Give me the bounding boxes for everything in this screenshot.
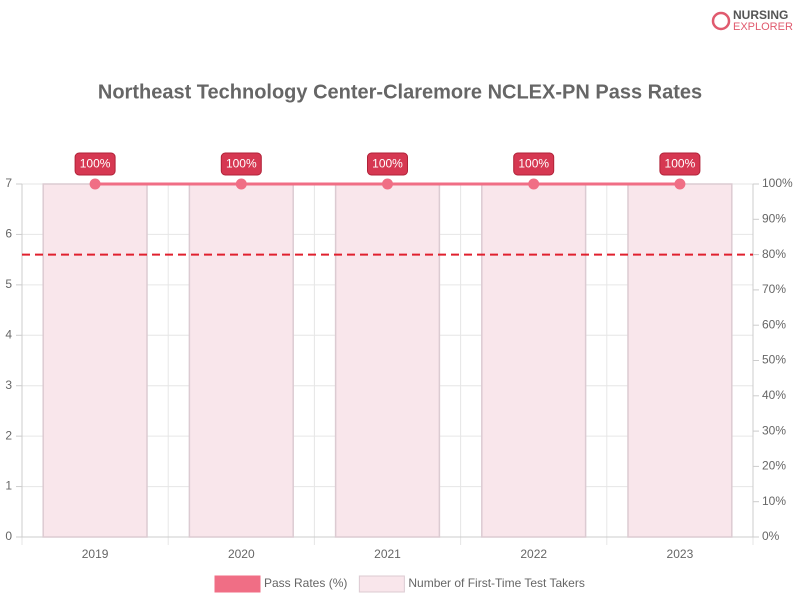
y2-tick-label: 80% [762, 247, 786, 261]
y2-tick-label: 70% [762, 282, 786, 296]
label-box [513, 152, 555, 176]
y2-tick-label: 10% [762, 494, 786, 508]
y-tick-label: 4 [5, 327, 12, 341]
label-box [659, 152, 701, 176]
bar [42, 183, 148, 538]
y-tick-label: 0 [5, 529, 12, 543]
y2-tick-label: 0% [762, 529, 780, 543]
point [235, 178, 247, 190]
point [89, 178, 101, 190]
bar [334, 183, 441, 538]
logo-icon [711, 11, 731, 31]
y2-tick-label: 40% [762, 388, 786, 402]
y-tick-label: 6 [5, 227, 12, 241]
y2-tick-label: 100% [762, 176, 793, 190]
y-tick-label: 7 [5, 176, 12, 190]
label-box [220, 152, 262, 176]
legend-swatch [358, 575, 405, 593]
bar [481, 183, 587, 538]
y2-tick-label: 20% [762, 459, 786, 473]
legend-swatch [214, 575, 261, 593]
y2-tick-label: 60% [762, 317, 786, 331]
value-label: 100% [665, 157, 696, 171]
y2-tick-label: 90% [762, 211, 786, 225]
logo-text: NURSING [733, 8, 788, 22]
y2-tick-label: 50% [762, 353, 786, 367]
bar [627, 183, 733, 538]
x-tick-label: 2019 [82, 547, 109, 561]
y-tick-label: 5 [5, 277, 12, 291]
x-tick-label: 2023 [667, 547, 694, 561]
logo-text: EXPLORER [733, 21, 793, 33]
label-box [367, 152, 408, 176]
legend-label: Pass Rates (%) [264, 576, 347, 590]
point [382, 178, 393, 190]
value-label: 100% [372, 157, 403, 171]
point [674, 178, 686, 190]
chart-title: Northeast Technology Center-Claremore NC… [98, 81, 702, 103]
value-label: 100% [518, 157, 549, 171]
bar [188, 183, 294, 538]
point [528, 178, 540, 190]
legend-label: Number of First-Time Test Takers [408, 576, 584, 590]
x-tick-label: 2021 [374, 547, 401, 561]
value-label: 100% [226, 157, 257, 171]
x-tick-label: 2022 [520, 547, 547, 561]
y-tick-label: 1 [5, 479, 12, 493]
y-tick-label: 2 [5, 428, 12, 442]
label-box [74, 152, 116, 176]
x-tick-label: 2020 [228, 547, 255, 561]
value-label: 100% [80, 157, 111, 171]
y-tick-label: 3 [5, 378, 12, 392]
y2-tick-label: 30% [762, 423, 786, 437]
